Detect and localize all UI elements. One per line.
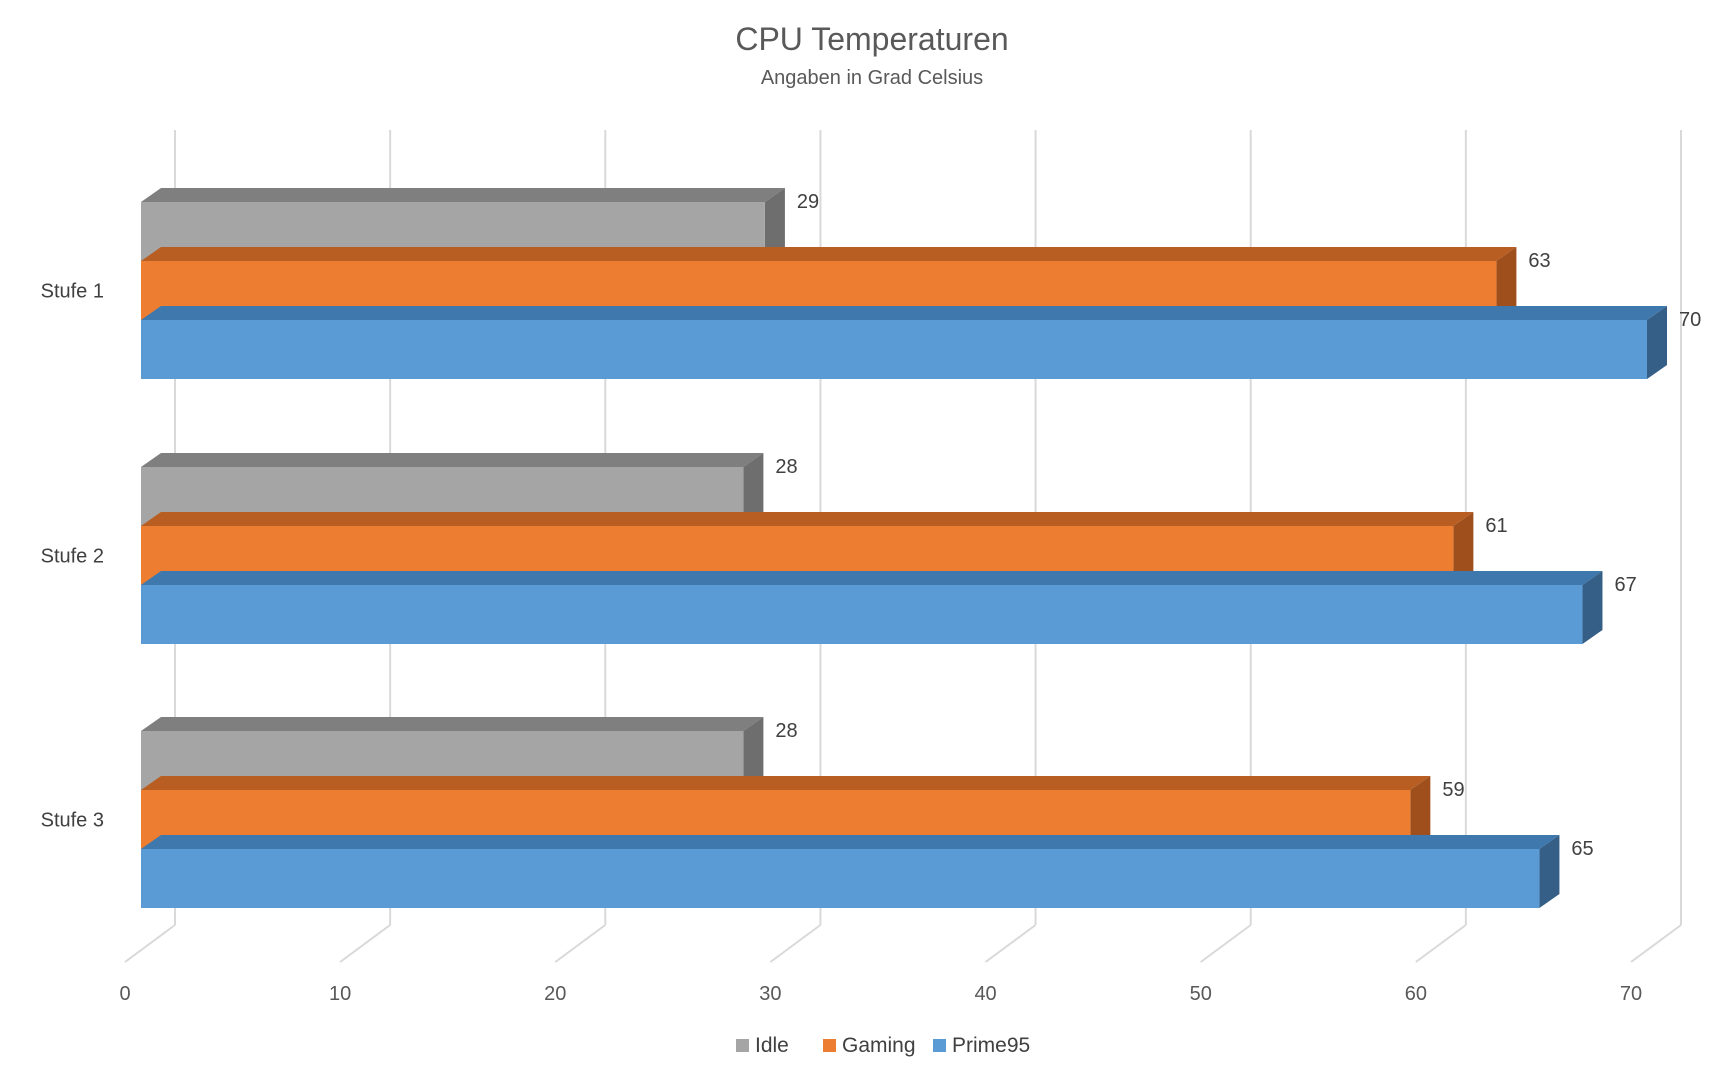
floor-gridline — [1415, 924, 1467, 963]
x-tick-label: 30 — [759, 983, 781, 1005]
bar — [141, 571, 1603, 644]
legend: Idle Gaming Prime95 — [736, 1034, 1030, 1057]
legend-label: Prime95 — [952, 1034, 1030, 1057]
legend-item: Gaming — [823, 1034, 916, 1057]
bar-side-face — [743, 453, 764, 526]
data-label: 70 — [1679, 309, 1701, 331]
category-label: Stufe 2 — [41, 546, 104, 568]
bar-side-face — [1647, 306, 1667, 379]
bar-top-face — [141, 571, 1603, 585]
bar-side-face — [743, 717, 764, 790]
data-label: 63 — [1528, 250, 1550, 272]
bars — [141, 188, 1667, 908]
floor-gridline — [1630, 924, 1682, 963]
floor-gridline — [124, 924, 176, 963]
data-label: 28 — [775, 456, 797, 478]
legend-label: Gaming — [842, 1034, 916, 1057]
bar-top-face — [141, 776, 1431, 790]
bar-top-face — [141, 453, 764, 467]
data-labels: 29 63 70 28 61 67 28 59 65 — [775, 191, 1701, 860]
data-label: 65 — [1571, 838, 1593, 860]
floor-gridline — [1200, 924, 1252, 963]
floor-gridline — [984, 924, 1037, 963]
legend-swatch — [823, 1039, 836, 1052]
x-tick-label: 10 — [329, 983, 351, 1005]
data-label: 59 — [1442, 779, 1464, 801]
bar-top-face — [141, 306, 1667, 320]
legend-item: Prime95 — [933, 1034, 1030, 1057]
data-label: 29 — [797, 191, 819, 213]
category-label: Stufe 3 — [41, 810, 104, 832]
axis-floor — [124, 924, 1682, 963]
legend-item: Idle — [736, 1034, 789, 1057]
bar-top-face — [141, 717, 764, 731]
bar-front-face — [141, 320, 1647, 379]
x-tick-label: 50 — [1190, 983, 1212, 1005]
x-tick-label: 20 — [544, 983, 566, 1005]
bar-top-face — [141, 835, 1560, 849]
data-label: 67 — [1614, 574, 1636, 596]
category-labels: Stufe 1 Stufe 2 Stufe 3 — [41, 281, 104, 832]
x-tick-label: 40 — [974, 983, 996, 1005]
bar — [141, 835, 1560, 908]
data-label: 61 — [1485, 515, 1507, 537]
x-tick-label: 0 — [119, 983, 130, 1005]
x-axis-ticks: 0 10 20 30 40 50 60 70 — [119, 983, 1642, 1005]
bar-side-face — [1453, 512, 1474, 585]
x-tick-label: 70 — [1620, 983, 1642, 1005]
category-label: Stufe 1 — [41, 281, 104, 303]
bar — [141, 306, 1667, 379]
x-tick-label: 60 — [1405, 983, 1427, 1005]
bar-side-face — [1539, 835, 1560, 908]
bar-front-face — [141, 585, 1583, 644]
bar-top-face — [141, 512, 1474, 526]
legend-label: Idle — [755, 1034, 789, 1057]
bar-side-face — [764, 188, 785, 261]
chart-subtitle: Angaben in Grad Celsius — [761, 67, 983, 89]
chart-title: CPU Temperaturen — [735, 21, 1008, 57]
bar-side-face — [1410, 776, 1431, 849]
legend-swatch — [736, 1039, 749, 1052]
legend-swatch — [933, 1039, 946, 1052]
floor-gridline — [554, 924, 606, 963]
bar-side-face — [1496, 247, 1517, 320]
floor-gridline — [339, 924, 391, 963]
floor-gridline — [769, 924, 822, 963]
bar-front-face — [141, 849, 1540, 908]
bar-side-face — [1582, 571, 1603, 644]
bar-top-face — [141, 188, 785, 202]
bar-top-face — [141, 247, 1517, 261]
data-label: 28 — [775, 720, 797, 742]
